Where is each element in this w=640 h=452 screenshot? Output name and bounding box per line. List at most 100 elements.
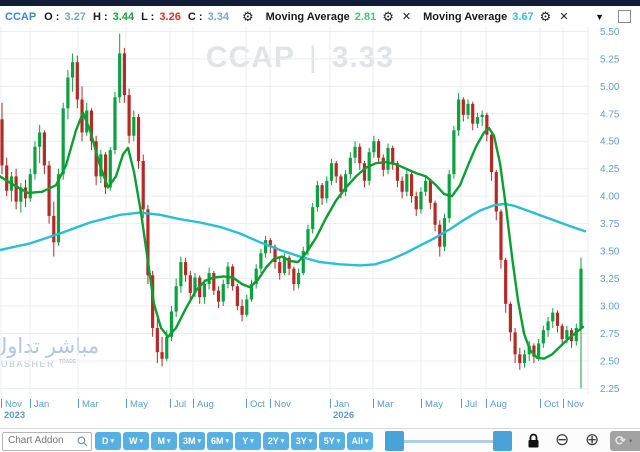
price-axis[interactable] xyxy=(588,27,640,395)
open-value: O : 3.27 xyxy=(44,10,86,23)
svg-text:3.00: 3.00 xyxy=(600,302,620,313)
period-button-2y[interactable]: 2Y ▾ xyxy=(263,432,289,450)
x-tick-year: 2026 xyxy=(333,410,355,421)
window-top-strip xyxy=(0,0,640,6)
x-tick-mark xyxy=(78,399,79,408)
svg-text:4.00: 4.00 xyxy=(600,192,620,203)
symbol-label: CCAP xyxy=(5,10,37,23)
chart-addon-search[interactable] xyxy=(2,432,92,451)
x-tick-label: Aug xyxy=(490,399,507,410)
period-button-5y[interactable]: 5Y ▾ xyxy=(319,432,345,450)
x-tick-label: Jan xyxy=(334,399,350,410)
period-button-label: M xyxy=(157,436,165,446)
x-tick-mark xyxy=(486,399,487,408)
svg-text:4.75: 4.75 xyxy=(600,109,620,120)
x-tick-label: Oct xyxy=(544,399,559,410)
x-tick-label: Oct xyxy=(250,399,265,410)
refresh-button[interactable]: ⟳ ▾ xyxy=(610,431,640,451)
indicator-2-gear-icon[interactable]: ⚙ xyxy=(539,9,552,24)
period-button-all[interactable]: All ▾ xyxy=(347,432,373,450)
range-slider-track[interactable] xyxy=(403,440,494,443)
dropdown-icon: ▾ xyxy=(139,438,143,445)
x-tick-mark xyxy=(330,399,331,408)
svg-text:5.00: 5.00 xyxy=(600,82,620,93)
svg-text:3.75: 3.75 xyxy=(600,219,620,230)
x-tick-mark xyxy=(270,399,271,408)
svg-text:2.75: 2.75 xyxy=(600,329,620,340)
period-button-6m[interactable]: 6M ▾ xyxy=(207,432,233,450)
x-tick-mark xyxy=(563,399,564,408)
scale-checkbox[interactable] xyxy=(618,10,631,23)
x-tick-mark xyxy=(373,399,374,408)
period-button-label: 6M xyxy=(210,436,224,446)
period-button-label: Y xyxy=(242,436,249,446)
period-button-3y[interactable]: 3Y ▾ xyxy=(291,432,317,450)
x-tick-label: Nov xyxy=(567,399,584,410)
indicator-2-value: 3.67 xyxy=(512,10,534,23)
svg-text:5.50: 5.50 xyxy=(600,27,620,38)
dropdown-icon: ▾ xyxy=(166,438,171,445)
x-tick-label: May xyxy=(130,399,148,410)
period-button-label: 2Y xyxy=(267,436,279,446)
chart-plot-area[interactable]: CCAP|3.33 مباشر تداول MUBASHER TRADE 5.5… xyxy=(0,27,640,395)
period-button-label: 3Y xyxy=(295,436,307,446)
range-slider-left-handle[interactable] xyxy=(385,431,404,451)
indicator-1-gear-icon[interactable]: ⚙ xyxy=(382,9,394,24)
period-button-label: All xyxy=(351,436,363,446)
period-button-label: 5Y xyxy=(323,436,335,446)
svg-text:3.50: 3.50 xyxy=(600,247,620,258)
dropdown-icon: ▾ xyxy=(250,438,254,445)
x-tick-label: Jul xyxy=(465,399,478,410)
indicator-2-close-icon[interactable]: ✕ xyxy=(559,11,569,23)
chart-addon-input[interactable] xyxy=(3,433,78,448)
x-tick-label: Nov xyxy=(274,399,291,410)
zoom-in-icon[interactable]: ⊕ xyxy=(585,430,600,449)
refresh-dropdown-icon: ▾ xyxy=(628,438,633,445)
x-tick-mark xyxy=(30,399,31,408)
dropdown-icon: ▾ xyxy=(280,438,285,445)
x-tick-label: May xyxy=(425,399,443,410)
x-tick-label: Mar xyxy=(377,399,394,410)
svg-text:4.50: 4.50 xyxy=(600,137,620,148)
zoom-out-icon[interactable]: ⊖ xyxy=(555,430,570,449)
period-button-d[interactable]: D ▾ xyxy=(95,432,121,450)
collapse-panel-icon[interactable]: ▼ xyxy=(595,11,604,22)
svg-text:4.25: 4.25 xyxy=(600,164,620,175)
x-tick-label: Mar xyxy=(82,399,99,410)
svg-text:3.25: 3.25 xyxy=(600,274,620,285)
x-tick-label: Jul xyxy=(174,399,187,410)
time-axis[interactable]: Nov 2023 Jan Mar May Jul Aug Oct Nov Jan 2026 Mar Ma… xyxy=(0,395,640,428)
high-value: H : 3.44 xyxy=(92,10,135,23)
close-value: C : 3.34 xyxy=(187,10,229,23)
x-tick-mark xyxy=(126,399,127,408)
x-tick-mark xyxy=(193,399,194,408)
lock-icon[interactable] xyxy=(527,433,540,452)
period-button-w[interactable]: W ▾ xyxy=(123,432,149,450)
period-button-label: W xyxy=(128,436,138,446)
period-buttons: D ▾ W ▾ M ▾ 3M ▾ 6M ▾ Y ▾ 2Y ▾ 3Y ▾ 5Y ▾ All ▾ xyxy=(95,432,373,450)
x-tick-label: Aug xyxy=(197,399,214,410)
low-value: L : 3.26 xyxy=(141,10,181,23)
x-tick-mark xyxy=(170,399,171,408)
x-tick-mark xyxy=(540,399,541,408)
x-tick-label: Jan xyxy=(34,399,50,410)
period-button-y[interactable]: Y ▾ xyxy=(235,432,261,450)
x-tick-year: 2023 xyxy=(4,410,26,421)
x-tick-mark xyxy=(1,399,2,408)
dropdown-icon: ▾ xyxy=(336,438,341,445)
period-button-m[interactable]: M ▾ xyxy=(151,432,177,450)
dropdown-icon: ▾ xyxy=(365,438,369,445)
candlestick-chart[interactable]: 5.50 5.25 5.00 4.75 4.50 4.25 4.00 3.75 3.50 3.25… xyxy=(0,27,640,395)
logo-latin-text: MUBASHER xyxy=(0,359,56,369)
period-button-3m[interactable]: 3M ▾ xyxy=(179,432,205,450)
mubasher-logo: مباشر تداول MUBASHER TRADE xyxy=(0,336,99,369)
dropdown-icon: ▾ xyxy=(308,438,313,445)
search-icon xyxy=(77,436,88,447)
indicator-1-close-icon[interactable]: ✕ xyxy=(401,11,412,23)
bottom-toolbar: D▾W▾M▾3M▾6M▾Y▾2Y▾3Y▾5Y▾All▾ ⊖ ⊕ ⟳ ▾ xyxy=(0,428,640,452)
range-slider-right-handle[interactable] xyxy=(493,431,512,451)
series-settings-gear-icon[interactable]: ⚙ xyxy=(241,9,254,24)
chart-watermark: CCAP | 3.33 xyxy=(205,41,395,74)
x-tick-mark xyxy=(421,399,422,408)
